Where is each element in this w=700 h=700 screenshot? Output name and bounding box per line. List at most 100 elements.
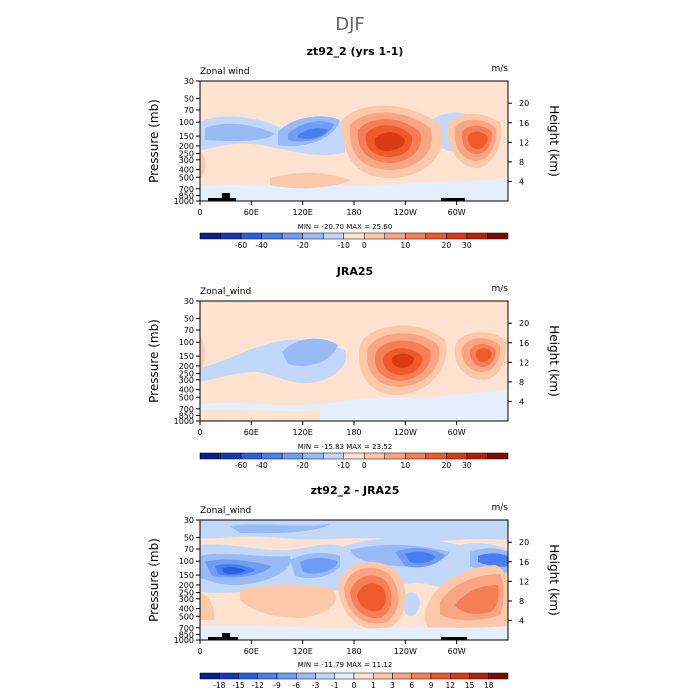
xtick-label: 60W <box>448 208 466 217</box>
panel-1-stats: MIN = -20.70 MAX = 25.60 <box>298 223 392 231</box>
right-ytick-label: 12 <box>519 358 529 367</box>
panel-2-colorbar: -60 -40 -20 -10 0 10 20 30 <box>199 452 509 470</box>
colorbar-label: -3 <box>312 681 320 690</box>
colorbar-swatch <box>405 452 427 460</box>
ytick-label: 400 <box>179 605 194 614</box>
colorbar-label: -10 <box>338 461 350 470</box>
colorbar-swatch <box>220 232 242 240</box>
colorbar-label: 1 <box>371 681 376 690</box>
ytick-label: 30 <box>184 297 194 306</box>
right-ytick-label: 12 <box>519 138 529 147</box>
colorbar-swatch <box>302 232 324 240</box>
right-ytick-label: 20 <box>519 99 529 108</box>
colorbar-swatch <box>405 232 427 240</box>
ytick-label: 30 <box>184 77 194 86</box>
colorbar-label: 10 <box>401 461 411 470</box>
colorbar-label: -60 <box>235 461 247 470</box>
xtick-label: 180 <box>346 208 361 217</box>
colorbar-swatch <box>450 672 470 680</box>
panel-2-corner-left: Zonal_wind <box>200 287 251 297</box>
panel-2-right-yticks: 20 16 12 8 4 <box>508 319 529 406</box>
ytick-label: 400 <box>179 166 194 175</box>
colorbar-label: -18 <box>213 681 225 690</box>
colorbar-swatch <box>392 672 412 680</box>
xtick-label: 120E <box>293 208 313 217</box>
ytick-label: 1000 <box>174 417 194 426</box>
colorbar-swatch <box>411 672 432 680</box>
colorbar-swatch <box>425 452 447 460</box>
ytick-label: 100 <box>179 338 194 347</box>
colorbar-swatch <box>240 232 262 240</box>
xtick-label: 60E <box>244 647 259 656</box>
colorbar-swatch <box>343 232 365 240</box>
ytick-label: 300 <box>179 595 194 604</box>
ytick-label: 700 <box>179 185 194 194</box>
colorbar-swatch <box>315 672 335 680</box>
colorbar-swatch <box>466 452 488 460</box>
colorbar-label: -9 <box>273 681 281 690</box>
panel-2-stats: MIN = -15.83 MAX = 23.52 <box>298 443 392 451</box>
panel-2-field <box>200 301 508 421</box>
panel-3-title: zt92_2 - JRA25 <box>311 484 400 497</box>
colorbar-swatch <box>425 232 447 240</box>
colorbar-label: 0 <box>362 461 367 470</box>
xtick-label: 60W <box>448 428 466 437</box>
ytick-label: 250 <box>179 370 194 379</box>
ytick-label: 70 <box>184 545 194 554</box>
xtick-label: 60W <box>448 647 466 656</box>
xtick-label: 60E <box>244 208 259 217</box>
colorbar-label: -12 <box>252 681 264 690</box>
ytick-label: 1000 <box>174 636 194 645</box>
right-ytick-label: 20 <box>519 319 529 328</box>
colorbar-swatch <box>240 452 262 460</box>
xtick-label: 120E <box>293 428 313 437</box>
colorbar-swatch <box>281 452 303 460</box>
ytick-label: 70 <box>184 106 194 115</box>
panel-1-title: zt92_2 (yrs 1-1) <box>307 45 404 58</box>
colorbar-swatch <box>446 452 468 460</box>
colorbar-label: -6 <box>293 681 301 690</box>
colorbar-label: 6 <box>409 681 414 690</box>
ytick-label: 150 <box>179 132 194 141</box>
ytick-label: 150 <box>179 352 194 361</box>
panel-1: zt92_2 (yrs 1-1) Zonal wind m/s <box>147 45 561 250</box>
colorbar-swatch <box>488 672 509 680</box>
colorbar-swatch <box>353 672 374 680</box>
colorbar-swatch <box>469 672 489 680</box>
panel-3-field <box>200 520 508 640</box>
panel-2-corner-right: m/s <box>492 284 509 294</box>
panel-3-corner-right: m/s <box>492 503 509 513</box>
colorbar-swatch <box>446 232 468 240</box>
panel-2-ylabel: Pressure (mb) <box>147 319 161 403</box>
panel-1-corner-left: Zonal wind <box>200 67 250 77</box>
panel-3-ylabel: Pressure (mb) <box>147 538 161 622</box>
colorbar-swatch <box>384 232 406 240</box>
ytick-label: 50 <box>184 533 194 542</box>
xtick-label: 120E <box>293 647 313 656</box>
right-ytick-label: 4 <box>519 177 524 186</box>
panel-1-field <box>200 81 508 201</box>
colorbar-label: -40 <box>255 461 267 470</box>
panel-3-stats: MIN = -11.79 MAX = 11.12 <box>298 661 392 669</box>
panel-3-right-yticks: 20 16 12 8 4 <box>508 538 529 625</box>
right-ytick-label: 8 <box>519 158 524 167</box>
panel-1-colorbar: -60 -40 -20 -10 0 10 20 30 <box>199 232 509 250</box>
ytick-label: 150 <box>179 571 194 580</box>
xtick-label: 120W <box>394 208 417 217</box>
panel-2-title: JRA25 <box>336 265 373 278</box>
colorbar-label: 20 <box>442 241 452 250</box>
panel-1-topography <box>208 193 465 201</box>
colorbar-label: -1 <box>331 681 339 690</box>
panel-3-ylabel-right: Height (km) <box>547 544 561 615</box>
panel-3-topography <box>208 633 467 640</box>
ytick-label: 300 <box>179 156 194 165</box>
colorbar-swatch <box>322 452 344 460</box>
xtick-label: 120W <box>394 428 417 437</box>
colorbar-swatch <box>220 452 242 460</box>
panel-1-ylabel-right: Height (km) <box>547 105 561 176</box>
colorbar-swatch <box>364 232 386 240</box>
colorbar-swatch <box>384 452 406 460</box>
xtick-label: 120W <box>394 647 417 656</box>
